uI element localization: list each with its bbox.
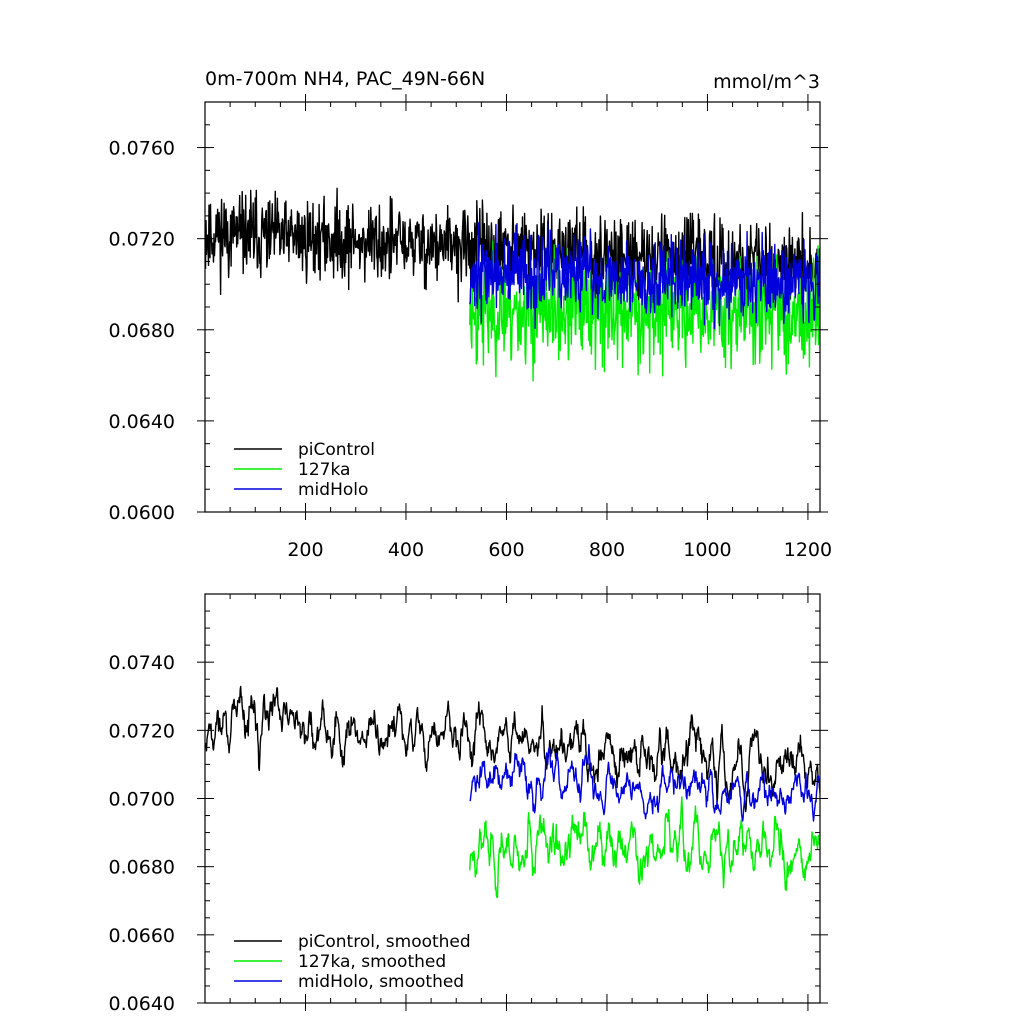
series-line-midholo: [469, 220, 820, 330]
x-tick-label: 1200: [784, 539, 832, 561]
y-tick-label: 0.0700: [109, 789, 175, 811]
y-tick-label: 0.0660: [109, 925, 175, 947]
series-lines: [205, 187, 820, 382]
units-label: mmol/m^3: [713, 71, 820, 93]
y-tick-label: 0.0680: [109, 857, 175, 879]
chart-title: 0m-700m NH4, PAC_49N-66N: [205, 68, 485, 90]
x-tick-label: 1000: [683, 539, 731, 561]
x-tick-label: 400: [388, 539, 424, 561]
y-tick-label: 0.0600: [109, 502, 175, 524]
top-panel: 0m-700m NH4, PAC_49N-66N mmol/m^3 200 400…: [109, 68, 833, 561]
y-tick-label: 0.0740: [109, 652, 175, 674]
y-tick-label: 0.0640: [109, 411, 175, 433]
y-tick-label: 0.0720: [109, 720, 175, 742]
y-tick-label: 0.0720: [109, 229, 175, 251]
series-line-midholo-smoothed: [469, 744, 820, 822]
legend-entry-label: piControl, smoothed: [298, 932, 471, 952]
legend-entry-label: midHolo, smoothed: [298, 972, 464, 992]
y-tick-label: 0.0760: [109, 138, 175, 160]
series-line-127ka-smoothed: [469, 796, 820, 899]
x-tick-label: 800: [589, 539, 625, 561]
legend-entry-label: midHolo: [298, 480, 368, 500]
legend-entry-label: piControl: [298, 440, 375, 460]
series-line-picontrol-smoothed: [205, 685, 820, 813]
axes: 200 400 600 800 1000 1200 0.0600 0.0640 0.0680 0.…: [109, 94, 832, 561]
y-tick-label: 0.0680: [109, 320, 175, 342]
y-tick-label: 0.0640: [109, 993, 175, 1015]
legend-entry-label: 127ka, smoothed: [298, 952, 446, 972]
legend-entry-label: 127ka: [298, 460, 350, 480]
bottom-panel: 0.0640 0.0660 0.0680 0.0700 0.0720 0.0740 piC…: [109, 586, 828, 1015]
axes: 0.0640 0.0660 0.0680 0.0700 0.0720 0.0740: [109, 586, 828, 1015]
series-line-picontrol: [205, 187, 820, 314]
x-tick-label: 600: [488, 539, 524, 561]
series-lines: [205, 685, 820, 899]
x-tick-label: 200: [287, 539, 323, 561]
